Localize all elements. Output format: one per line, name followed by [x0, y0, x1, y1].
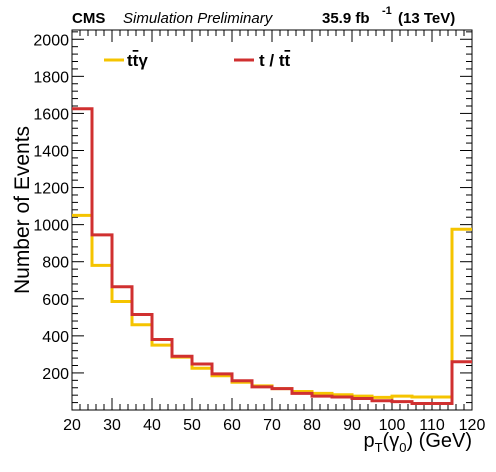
y-axis-title: Number of Events [11, 126, 34, 294]
x-axis-title-sub-t: T [375, 440, 383, 455]
x-axis-title-p: p [363, 430, 374, 452]
x-tick-label: 90 [343, 417, 361, 434]
x-tick-label: 80 [303, 417, 321, 434]
legend-label-ttgamma: ttγ [127, 51, 148, 70]
y-tick-label: 1000 [33, 218, 69, 235]
y-tick-label: 1200 [33, 181, 69, 198]
x-axis-title: pT(γ0) (GeV) [363, 430, 472, 455]
legend-t-tt-part1: t / t [259, 51, 285, 70]
lumi-label: 35.9 fb [322, 10, 370, 27]
legend-t-tt-tbar: t [285, 51, 291, 70]
plot-frame [71, 29, 473, 411]
x-axis-title-tail: ) (GeV) [406, 430, 472, 452]
series-layer [72, 107, 472, 406]
x-tick-label: 70 [263, 417, 281, 434]
axis-ticks [71, 30, 473, 411]
x-tick-label: 120 [459, 417, 486, 434]
legend-ttgamma-t1: t [127, 51, 133, 70]
x-tick-label: 30 [103, 417, 121, 434]
y-tick-label: 1800 [33, 69, 69, 86]
x-tick-labels: 20 30 40 50 60 70 80 90 100 110 120 [63, 417, 485, 434]
x-tick-label: 20 [63, 417, 81, 434]
legend-ttgamma-tbar: t [133, 51, 139, 70]
x-axis-title-gamma: (γ [383, 430, 400, 452]
x-tick-label: 40 [143, 417, 161, 434]
legend-label-t-tt: t / tt [259, 51, 291, 70]
experiment-label: CMS [72, 10, 105, 27]
lumi-exponent: -1 [382, 5, 392, 17]
series-line-t-tt [72, 107, 472, 406]
y-tick-label: 600 [42, 292, 69, 309]
legend: ttγ t / tt [104, 51, 291, 70]
y-tick-label: 400 [42, 329, 69, 346]
y-tick-label: 1400 [33, 143, 69, 160]
y-tick-label: 800 [42, 255, 69, 272]
x-tick-label: 60 [223, 417, 241, 434]
y-tick-label: 1600 [33, 106, 69, 123]
y-tick-labels: 200 400 600 800 1000 1200 1400 1600 1800 2000 [33, 32, 69, 383]
x-tick-label: 100 [379, 417, 406, 434]
energy-label: (13 TeV) [398, 10, 455, 27]
y-tick-label: 2000 [33, 32, 69, 49]
x-tick-label: 50 [183, 417, 201, 434]
y-tick-label: 200 [42, 366, 69, 383]
x-axis-title-sub-0: 0 [399, 440, 406, 455]
x-tick-label: 110 [419, 417, 445, 434]
legend-ttgamma-gamma: γ [138, 51, 148, 70]
status-label: Simulation Preliminary [123, 10, 274, 27]
